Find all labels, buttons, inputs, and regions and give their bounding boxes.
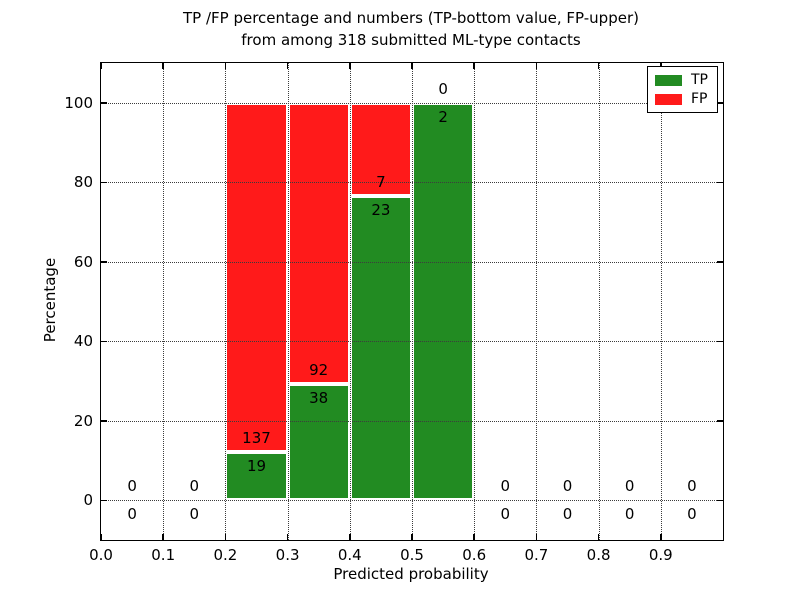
y-tick-right <box>717 102 723 104</box>
x-tick-top <box>473 63 475 69</box>
legend-label: TP <box>691 72 708 88</box>
bar-segment-fp <box>349 102 412 196</box>
chart-title-line1: TP /FP percentage and numbers (TP-bottom… <box>183 9 639 27</box>
fp-count-label: 92 <box>309 361 329 380</box>
x-tick-label: 0.0 <box>89 546 113 564</box>
x-tick-top <box>286 63 289 69</box>
x-tick-bottom <box>162 534 164 540</box>
legend-swatch-tp <box>655 74 682 86</box>
y-tick-left <box>101 499 107 501</box>
tp-count-label: 38 <box>309 389 329 408</box>
bar-segment-fp <box>225 102 288 452</box>
y-tick-right <box>717 261 723 263</box>
y-tick-right <box>717 420 723 422</box>
x-gridline <box>349 63 351 540</box>
x-gridline <box>474 63 476 540</box>
x-gridline <box>225 63 227 540</box>
tp-count-label: 0 <box>687 505 697 524</box>
y-axis-label: Percentage <box>41 257 59 343</box>
legend-swatch-fp <box>655 93 682 105</box>
y-tick-left <box>101 261 107 263</box>
x-gridline <box>287 63 289 540</box>
fp-count-label: 0 <box>624 477 635 496</box>
x-tick-top <box>535 63 538 69</box>
x-tick-label: 0.7 <box>524 546 549 564</box>
x-tick-bottom <box>473 534 475 540</box>
bar-segment-tp <box>225 451 288 501</box>
x-tick-label: 0.4 <box>337 546 362 564</box>
x-gridline <box>412 63 413 540</box>
y-tick-right <box>717 340 723 342</box>
x-tick-bottom <box>597 534 600 540</box>
y-tick-label: 80 <box>73 173 93 192</box>
tp-count-label: 0 <box>127 505 137 524</box>
y-tick-left <box>101 340 107 342</box>
y-tick-right <box>717 499 723 501</box>
tp-count-label: 0 <box>500 505 511 524</box>
tp-count-label: 0 <box>189 505 200 524</box>
x-tick-top <box>411 63 413 69</box>
x-gridline <box>163 63 165 540</box>
bar-segment-tp <box>349 195 412 501</box>
y-tick-left <box>101 420 107 422</box>
x-tick-bottom <box>100 534 102 540</box>
fp-count-label: 0 <box>189 477 200 496</box>
x-gridline <box>598 63 600 540</box>
chart-title-line2: from among 318 submitted ML-type contact… <box>241 31 581 49</box>
x-tick-top <box>597 63 600 69</box>
legend: TP FP <box>647 66 718 113</box>
tp-count-label: 0 <box>624 505 635 524</box>
fp-count-label: 0 <box>438 79 448 98</box>
fp-count-label: 0 <box>687 477 697 496</box>
fp-count-label: 7 <box>376 172 386 191</box>
bar-segment-tp <box>412 102 475 501</box>
x-tick-top <box>162 63 164 69</box>
fp-count-label: 137 <box>242 428 271 447</box>
x-tick-top <box>349 63 351 69</box>
bar-segment-tp <box>287 384 350 501</box>
y-tick-label: 40 <box>73 332 93 351</box>
fp-count-label: 0 <box>562 477 573 496</box>
tp-count-label: 19 <box>246 456 267 475</box>
bar-segment-fp <box>287 102 350 385</box>
x-tick-label: 0.6 <box>462 546 487 564</box>
x-tick-bottom <box>660 534 662 540</box>
y-tick-label: 20 <box>73 411 93 430</box>
legend-label: FP <box>691 91 708 107</box>
x-tick-label: 0.3 <box>275 546 300 564</box>
plot-area: TP FP 0 20 40 60 80 100 0.0 0.1 0.2 0.3 0.4 0.5 0.6 0.… <box>64 62 724 564</box>
x-gridline <box>536 63 538 540</box>
tp-count-label: 23 <box>371 200 391 219</box>
x-tick-label: 0.9 <box>648 546 673 564</box>
x-tick-bottom <box>286 534 289 540</box>
x-tick-top <box>100 63 102 69</box>
y-tick-label: 60 <box>73 252 93 271</box>
x-tick-top <box>224 63 227 69</box>
x-tick-bottom <box>535 534 538 540</box>
x-axis-label: Predicted probability <box>333 565 489 583</box>
y-tick-left <box>101 181 107 183</box>
chart-title: TP /FP percentage and numbers (TP-bottom… <box>100 7 722 51</box>
tp-count-label: 2 <box>438 107 448 126</box>
y-tick-left <box>101 102 107 104</box>
x-tick-label: 0.5 <box>400 546 424 564</box>
y-tick-right <box>717 181 723 183</box>
x-tick-label: 0.8 <box>586 546 611 564</box>
legend-item-fp: FP <box>655 92 708 106</box>
x-gridline <box>660 63 662 540</box>
x-tick-bottom <box>224 534 227 540</box>
x-tick-bottom <box>411 534 413 540</box>
fp-count-label: 0 <box>500 477 511 496</box>
tp-count-label: 0 <box>562 505 573 524</box>
x-tick-bottom <box>349 534 351 540</box>
fp-count-label: 0 <box>127 477 137 496</box>
legend-item-tp: TP <box>655 73 708 87</box>
x-tick-label: 0.1 <box>151 546 176 564</box>
x-tick-label: 0.2 <box>213 546 238 564</box>
y-tick-label: 100 <box>64 93 93 112</box>
y-tick-label: 0 <box>83 491 93 510</box>
